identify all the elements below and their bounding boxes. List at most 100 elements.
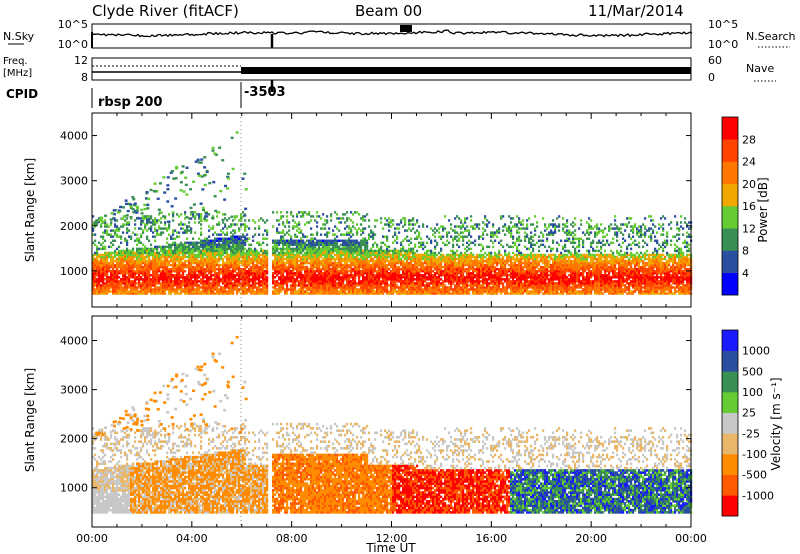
power-cell bbox=[330, 261, 333, 265]
power-cell bbox=[274, 280, 277, 283]
nave-tick-top: 60 bbox=[708, 54, 722, 67]
power-cell bbox=[462, 239, 465, 242]
power-cell bbox=[140, 217, 143, 220]
power-cell bbox=[92, 282, 95, 285]
power-cell bbox=[184, 245, 187, 249]
power-cell bbox=[296, 253, 299, 257]
power-cell bbox=[280, 247, 283, 251]
power-cell bbox=[326, 276, 329, 279]
power-cell bbox=[266, 255, 269, 259]
power-cell bbox=[164, 255, 167, 259]
power-cell bbox=[148, 239, 151, 242]
power-cell bbox=[304, 223, 307, 226]
power-cell bbox=[224, 265, 227, 269]
power-cell bbox=[102, 247, 105, 251]
power-cell bbox=[342, 257, 345, 261]
power-cell bbox=[302, 284, 305, 287]
power-cell bbox=[240, 235, 243, 238]
power-cell bbox=[348, 243, 351, 247]
power-cell bbox=[186, 290, 189, 293]
power-cell bbox=[454, 235, 457, 238]
power-cell bbox=[196, 263, 199, 267]
power-cell bbox=[458, 253, 461, 257]
power-cell bbox=[344, 265, 347, 269]
power-cell bbox=[132, 284, 135, 287]
power-cell bbox=[160, 245, 163, 249]
power-cell bbox=[374, 241, 377, 245]
power-cell bbox=[238, 249, 241, 253]
power-cell bbox=[224, 233, 227, 236]
power-cell bbox=[362, 227, 365, 230]
power-cell bbox=[160, 276, 163, 279]
power-cell bbox=[228, 239, 231, 242]
power-cell bbox=[398, 267, 401, 271]
power-cell bbox=[202, 253, 205, 257]
power-cell bbox=[248, 270, 251, 273]
power-cell bbox=[388, 274, 391, 277]
power-cell bbox=[462, 223, 465, 226]
power-cell bbox=[176, 292, 179, 295]
power-cell bbox=[214, 278, 217, 281]
power-cell bbox=[206, 261, 209, 265]
power-cell bbox=[436, 280, 439, 283]
power-cell bbox=[294, 243, 297, 247]
power-cell bbox=[348, 265, 351, 269]
power-cell bbox=[100, 267, 103, 271]
power-cell bbox=[434, 255, 437, 259]
power-cell bbox=[278, 243, 281, 247]
power-cell bbox=[284, 263, 287, 267]
power-cell bbox=[168, 284, 171, 287]
power-cell bbox=[256, 259, 259, 263]
power-cell bbox=[114, 225, 117, 228]
power-cell bbox=[204, 274, 207, 277]
power-cell bbox=[162, 280, 165, 283]
power-cell bbox=[174, 251, 177, 255]
power-cell bbox=[280, 253, 283, 257]
power-cell bbox=[378, 282, 381, 285]
power-cell bbox=[408, 261, 411, 265]
power-cell bbox=[396, 280, 399, 283]
power-cell bbox=[208, 282, 211, 285]
power-cell bbox=[206, 270, 209, 273]
power-cell bbox=[316, 267, 319, 271]
power-cell bbox=[394, 282, 397, 285]
power-cell bbox=[140, 288, 143, 291]
power-cell bbox=[220, 237, 223, 240]
power-cell bbox=[278, 263, 281, 267]
power-cell bbox=[458, 267, 461, 271]
power-cell bbox=[452, 282, 455, 285]
power-cell bbox=[200, 241, 203, 245]
power-cell bbox=[298, 223, 301, 226]
power-cell bbox=[454, 278, 457, 281]
power-cell bbox=[264, 237, 267, 240]
power-cell bbox=[144, 225, 147, 228]
power-cell bbox=[388, 263, 391, 267]
power-cell bbox=[376, 255, 379, 259]
power-cell bbox=[186, 280, 189, 283]
power-cell bbox=[376, 286, 379, 289]
power-cell bbox=[224, 263, 227, 267]
power-cell bbox=[174, 292, 177, 295]
power-cell bbox=[138, 237, 141, 240]
power-cell bbox=[424, 267, 427, 271]
power-cell bbox=[336, 282, 339, 285]
power-cell bbox=[232, 219, 235, 222]
power-cell bbox=[218, 255, 221, 259]
power-cell bbox=[450, 270, 453, 273]
power-cell bbox=[94, 274, 97, 277]
power-cell bbox=[154, 259, 157, 263]
power-cell bbox=[106, 255, 109, 259]
power-cell bbox=[324, 284, 327, 287]
power-cell bbox=[138, 227, 141, 230]
power-cell bbox=[214, 255, 217, 259]
power-cell bbox=[102, 257, 105, 261]
power-cell bbox=[322, 253, 325, 257]
power-cell bbox=[236, 237, 239, 240]
power-cell bbox=[404, 257, 407, 261]
power-cell bbox=[396, 251, 399, 255]
power-cell bbox=[458, 270, 461, 273]
power-cell bbox=[444, 259, 447, 263]
power-cell bbox=[240, 278, 243, 281]
power-cell bbox=[422, 270, 425, 273]
power-cell bbox=[308, 239, 311, 242]
